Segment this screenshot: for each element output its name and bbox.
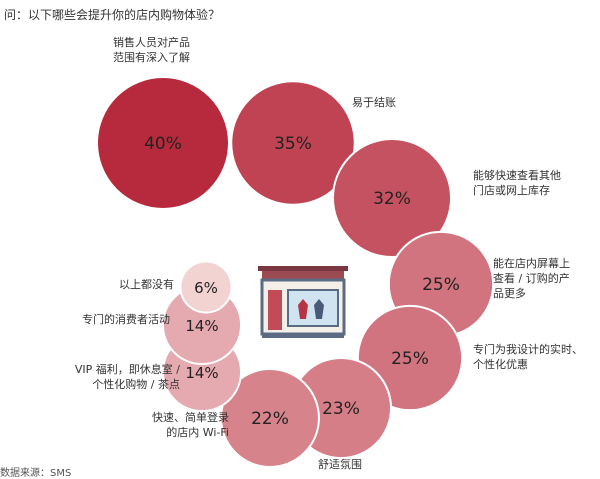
bubble-value-4: 25% bbox=[422, 275, 460, 295]
bubble-value-2: 35% bbox=[274, 134, 312, 154]
bubble-7 bbox=[220, 368, 320, 468]
bubble-10 bbox=[179, 260, 233, 314]
bubble-3 bbox=[331, 137, 453, 259]
bubble-1 bbox=[96, 76, 230, 210]
bubble-label-8: VIP 福利，即休息室 / 个性化购物 / 茶点 bbox=[74, 363, 180, 391]
bubble-label-1: 销售人员对产品 范围有深入了解 bbox=[113, 36, 190, 64]
bubble-value-3: 32% bbox=[373, 189, 411, 209]
bubble-value-1: 40% bbox=[144, 134, 182, 154]
bubble-label-4: 能在店内屏幕上 查看 / 订购的产 品更多 bbox=[493, 257, 570, 300]
bubble-label-7: 快速、简单登录 的店内 Wi-Fi bbox=[152, 411, 229, 439]
footer-source: 数据来源：SMS bbox=[0, 468, 72, 479]
bubble-value-9: 14% bbox=[185, 317, 218, 335]
bubble-value-8: 14% bbox=[185, 364, 218, 382]
bubble-value-10: 6% bbox=[194, 279, 218, 297]
bubble-label-9: 专门的消费者活动 bbox=[82, 313, 170, 326]
bubble-label-2: 易于结账 bbox=[352, 96, 396, 109]
bubble-label-10: 以上都没有 bbox=[119, 278, 174, 291]
question-text: 问：以下哪些会提升你的店内购物体验？ bbox=[4, 8, 221, 22]
bubble-value-6: 23% bbox=[322, 399, 360, 419]
bubble-label-3: 能够快速查看其他 门店或网上库存 bbox=[473, 169, 561, 197]
bubble-label-6: 舒适氛围 bbox=[318, 458, 362, 471]
bubble-2 bbox=[230, 80, 356, 206]
bubble-value-5: 25% bbox=[391, 349, 429, 369]
bubble-value-7: 22% bbox=[251, 409, 289, 429]
bubble-label-5: 专门为我设计的实时、 个性化优惠 bbox=[473, 343, 583, 371]
store-icon bbox=[258, 266, 348, 338]
